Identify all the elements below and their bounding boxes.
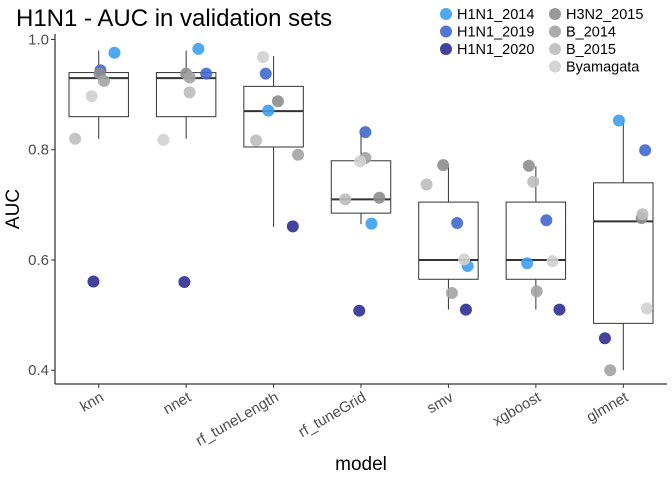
- data-point: [373, 191, 386, 204]
- data-point: [108, 46, 121, 59]
- data-point: [339, 193, 352, 206]
- data-point: [292, 148, 305, 161]
- series-H1N1_2020: [87, 220, 611, 345]
- legend-item-Byamagata: Byamagata: [549, 60, 640, 76]
- data-point: [178, 276, 191, 289]
- data-point: [437, 159, 450, 172]
- data-point: [546, 255, 559, 268]
- data-point: [445, 287, 458, 300]
- x-axis-title: model: [335, 454, 387, 475]
- legend-swatch: [440, 43, 452, 55]
- y-tick-label: 0.4: [28, 362, 49, 379]
- iqr-box: [330, 160, 392, 214]
- chart-title: H1N1 - AUC in validation sets: [16, 5, 332, 32]
- legend-label: H1N1_2019: [457, 25, 534, 41]
- legend-swatch: [440, 25, 452, 38]
- iqr-box: [593, 182, 654, 324]
- data-point: [192, 42, 205, 55]
- data-point: [451, 217, 464, 230]
- legend-item-H1N1_2019: H1N1_2019: [440, 25, 534, 41]
- legend-item-B_2014: B_2014: [549, 25, 616, 41]
- legend-item-B_2015: B_2015: [549, 42, 616, 58]
- iqr-box: [243, 85, 304, 148]
- x-tick-label: knn: [77, 389, 106, 416]
- legend-item-H1N1_2014: H1N1_2014: [440, 7, 534, 23]
- data-point: [527, 175, 540, 188]
- data-point: [521, 257, 534, 270]
- data-point: [353, 304, 366, 317]
- series-H1N1_2014: [108, 42, 625, 273]
- data-point: [183, 71, 196, 84]
- legend-label: Byamagata: [566, 60, 640, 76]
- x-tick-label: xgboost: [490, 388, 545, 429]
- legend-item-H1N1_2020: H1N1_2020: [440, 42, 534, 58]
- data-point: [85, 90, 98, 103]
- legend-item-H3N2_2015: H3N2_2015: [549, 7, 643, 23]
- data-point: [183, 86, 196, 99]
- data-point: [530, 285, 543, 298]
- data-point: [612, 114, 625, 127]
- y-axis-title: AUC: [3, 189, 24, 229]
- data-point: [354, 155, 367, 168]
- series-B_2015: [69, 86, 649, 221]
- series-H3N2_2015: [93, 67, 648, 225]
- data-point: [640, 302, 653, 315]
- data-point: [522, 159, 535, 172]
- data-point: [459, 303, 472, 316]
- series-Byamagata: [85, 51, 653, 315]
- y-tick-label: 1.0: [28, 32, 49, 49]
- legend-swatch: [440, 8, 452, 20]
- y-tick-label: 0.8: [28, 142, 49, 159]
- legend-label: B_2014: [566, 25, 616, 41]
- legend-label: B_2015: [566, 42, 616, 58]
- data-point: [250, 134, 263, 147]
- legend-label: H3N2_2015: [566, 7, 643, 23]
- data-point: [200, 67, 213, 80]
- data-point: [262, 104, 275, 117]
- iqr-box: [418, 201, 479, 280]
- x-tick-label: rf_tuneGrid: [296, 389, 369, 441]
- x-tick-label: rf_tuneLength: [193, 389, 282, 450]
- data-point: [97, 74, 110, 87]
- x-tick-label: nnet: [160, 388, 195, 418]
- legend-swatch: [549, 43, 561, 55]
- y-tick-label: 0.6: [28, 252, 49, 269]
- boxplot-rf_tuneGrid: [330, 133, 392, 225]
- data-point: [257, 51, 270, 64]
- data-point: [365, 217, 378, 230]
- legend-label: H1N1_2020: [457, 42, 534, 58]
- data-point: [87, 275, 100, 288]
- boxplot-knn: [68, 50, 129, 139]
- boxplot-glmnet: [593, 119, 654, 371]
- data-point: [259, 67, 272, 80]
- legend-swatch: [549, 8, 561, 20]
- legend-swatch: [549, 60, 561, 73]
- data-point: [271, 95, 284, 108]
- series-H1N1_2019: [94, 64, 652, 230]
- x-tick-label: glmnet: [584, 388, 632, 426]
- data-point: [69, 132, 82, 145]
- x-tick-label: smv: [424, 388, 457, 417]
- iqr-box: [505, 201, 567, 280]
- legend-label: H1N1_2014: [457, 7, 534, 23]
- data-point: [420, 178, 433, 191]
- legend-swatch: [549, 25, 561, 38]
- data-point: [286, 220, 299, 233]
- data-point: [157, 133, 170, 146]
- data-point: [553, 303, 566, 316]
- data-point: [598, 332, 611, 345]
- data-point: [639, 144, 652, 157]
- data-point: [359, 126, 372, 139]
- data-point: [458, 253, 471, 266]
- data-point: [540, 214, 553, 227]
- plot-area: [68, 42, 654, 377]
- series-B_2014: [97, 71, 617, 377]
- data-point: [636, 208, 649, 221]
- data-point: [604, 364, 617, 377]
